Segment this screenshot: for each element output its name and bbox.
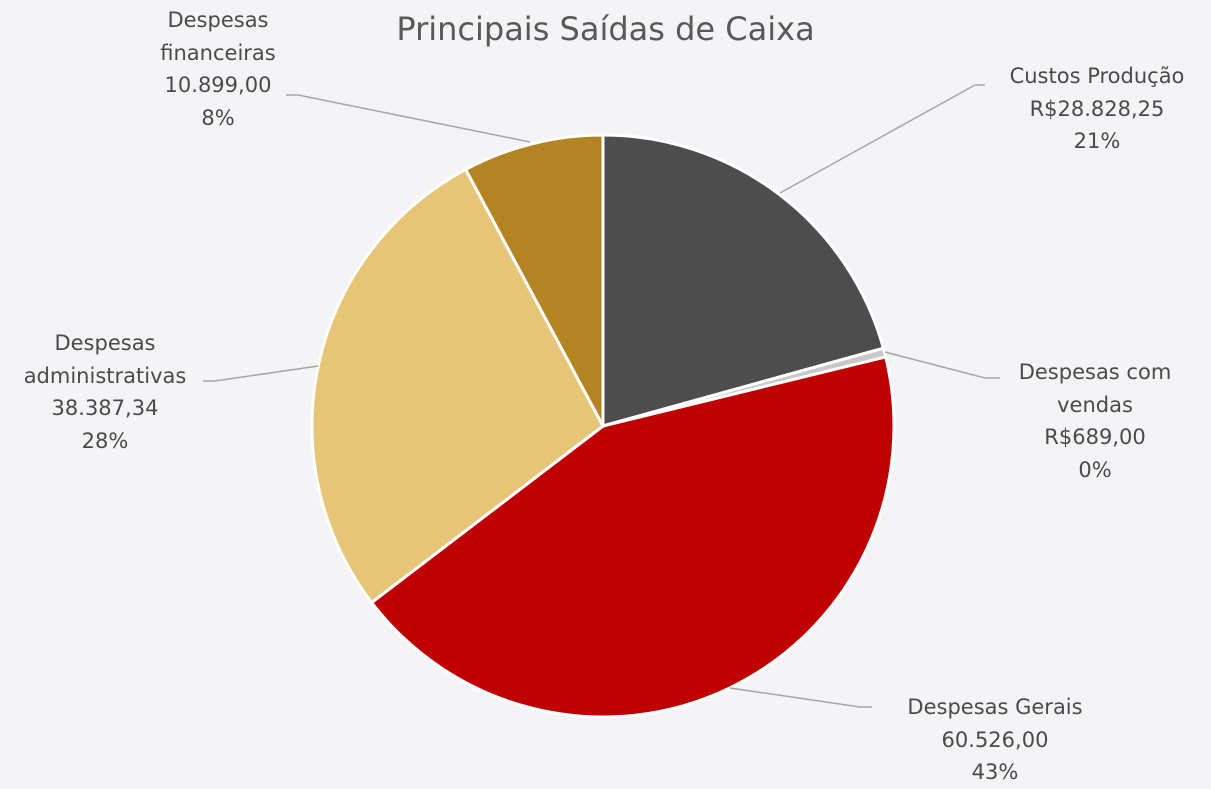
label-value: R$28.828,25 bbox=[1029, 96, 1165, 121]
label-name: Despesas com vendas bbox=[1018, 360, 1172, 417]
pie-slice bbox=[601, 133, 886, 428]
leader-line bbox=[884, 351, 1000, 379]
data-label: Custos Produção R$28.828,25 21% bbox=[982, 60, 1211, 158]
pie-slice bbox=[463, 133, 605, 427]
leader-line bbox=[729, 687, 872, 708]
data-label: Despesas administrativas 38.387,34 28% bbox=[3, 327, 208, 457]
label-percent: 28% bbox=[81, 428, 129, 453]
leader-line bbox=[203, 365, 319, 382]
pie-slice bbox=[369, 355, 896, 719]
label-percent: 21% bbox=[1073, 129, 1121, 153]
label-name: Despesas administrativas bbox=[23, 331, 187, 388]
data-label: Despesas Gerais 60.526,00 43% bbox=[880, 691, 1110, 789]
leader-line bbox=[779, 84, 985, 194]
label-value: R$689,00 bbox=[1044, 425, 1146, 449]
label-name: Despesas Gerais bbox=[907, 695, 1083, 719]
label-percent: 43% bbox=[971, 760, 1019, 784]
label-value: 38.387,34 bbox=[51, 396, 159, 420]
label-value: 60.526,00 bbox=[941, 727, 1049, 752]
label-name: Despesas financeiras bbox=[160, 8, 276, 65]
chart-title: Principais Saídas de Caixa bbox=[396, 10, 815, 48]
label-percent: 8% bbox=[201, 105, 235, 130]
label-percent: 0% bbox=[1078, 457, 1112, 482]
pie-slice bbox=[310, 167, 605, 605]
leader-line bbox=[286, 94, 531, 143]
label-value: 10.899,00 bbox=[164, 73, 272, 97]
label-name: Custos Produção bbox=[1009, 64, 1185, 88]
data-label: Despesas financeiras 10.899,00 8% bbox=[148, 4, 288, 134]
data-label: Despesas com vendas R$689,00 0% bbox=[1000, 356, 1190, 486]
